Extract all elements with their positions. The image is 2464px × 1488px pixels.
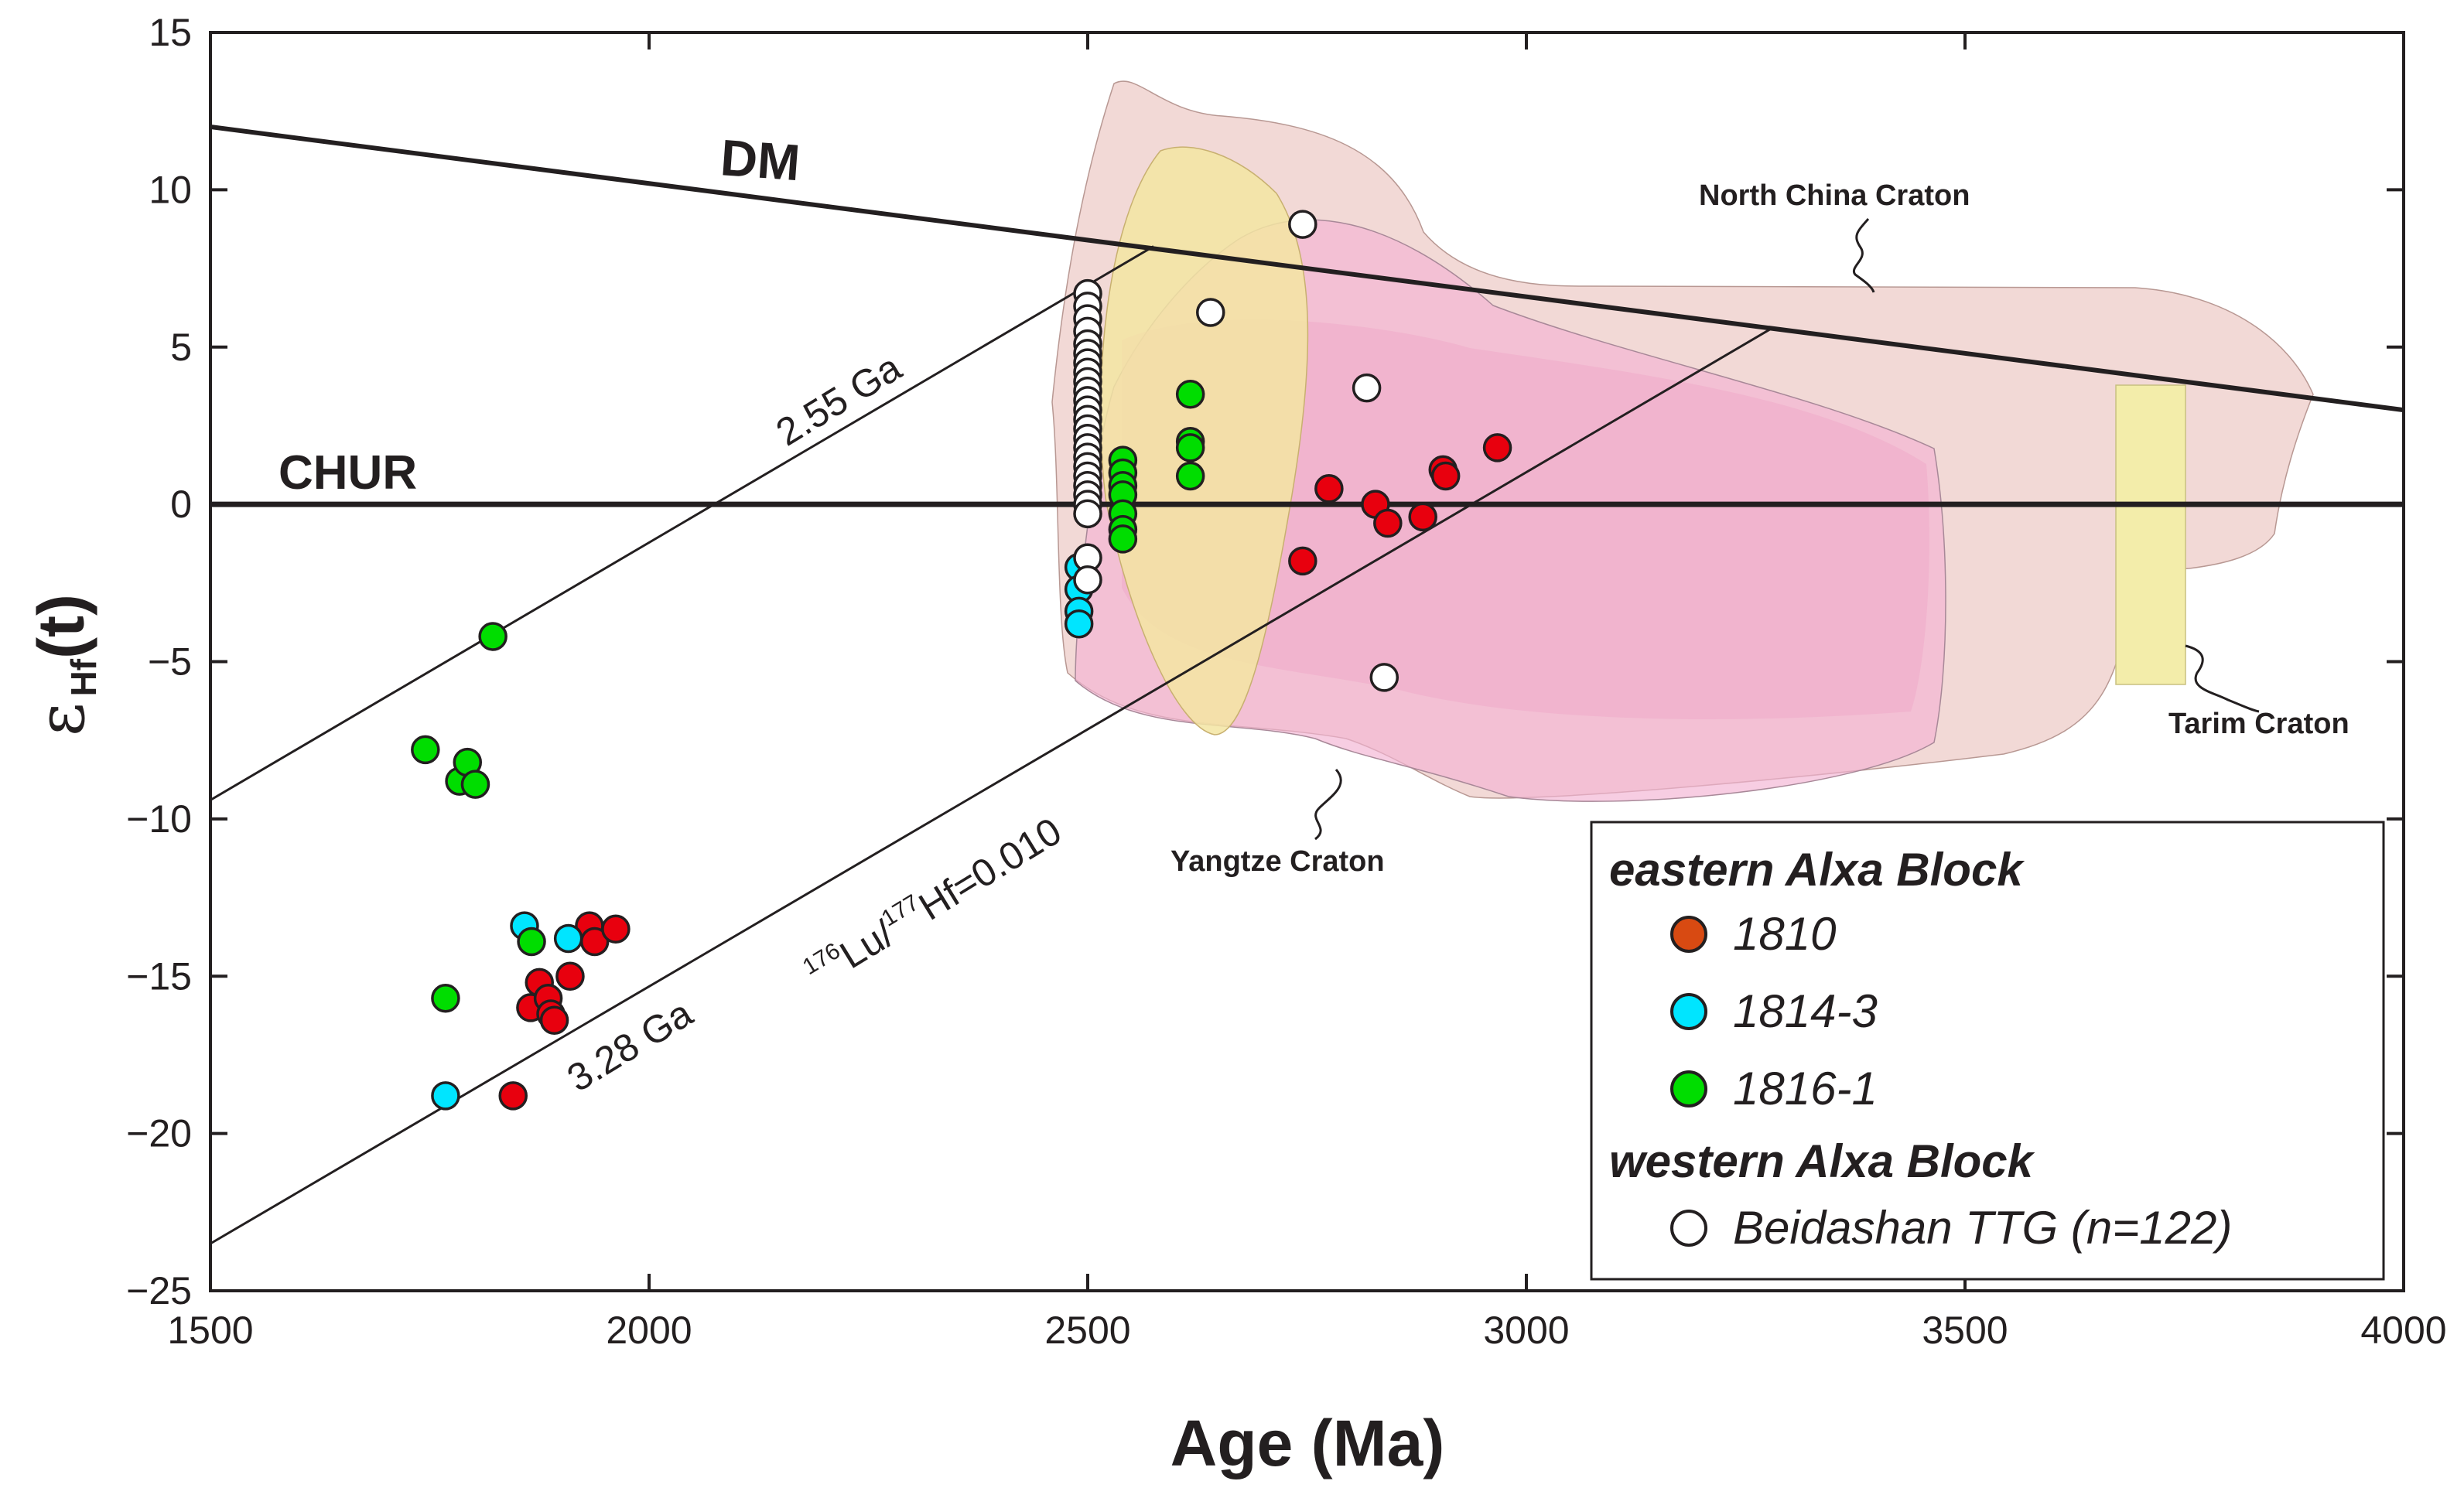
- point-1816-1-13: [1108, 524, 1138, 554]
- point-1816-1-4: [460, 770, 490, 799]
- point-1810-10: [1288, 546, 1317, 576]
- point-1810-16: [1430, 461, 1461, 491]
- y-tick-label: −10: [126, 797, 192, 841]
- point-beidashan-26: [1073, 499, 1102, 529]
- point-1810-11: [1314, 474, 1344, 503]
- y-tick-label: −5: [148, 640, 192, 684]
- y-axis-title-symbol: ε: [23, 702, 99, 736]
- slope-label: 176Lu/177Hf=0.010: [798, 807, 1069, 998]
- x-axis-ticks: 1500 2000 2500 3000 3500 4000: [167, 32, 2447, 1352]
- legend-box: [1590, 821, 2385, 1281]
- point-1810-17: [1482, 433, 1512, 462]
- x-tick-label: 1500: [167, 1309, 253, 1352]
- point-1810-14: [1408, 502, 1437, 532]
- x-tick-label: 4000: [2360, 1309, 2446, 1352]
- legend-item-beidashan: Beidashan TTG (n=122): [1733, 1202, 2232, 1254]
- legend-group-western: western Alxa Block: [1609, 1135, 2035, 1187]
- point-1816-1-5: [478, 622, 507, 651]
- point-1810-6: [555, 961, 585, 991]
- point-1814-3-6: [1064, 609, 1094, 639]
- legend-marker-1816-1: [1670, 1070, 1707, 1107]
- point-beidashan-1: [1196, 298, 1225, 327]
- evolution-label-2-55: 2.55 Ga: [768, 346, 908, 455]
- dm-label: DM: [719, 128, 802, 191]
- legend-marker-1810: [1670, 916, 1707, 953]
- point-1816-1-14: [1175, 380, 1205, 409]
- yangtze-craton-label: Yangtze Craton: [1170, 845, 1385, 878]
- data-points: [411, 210, 1512, 1111]
- y-tick-label: 0: [170, 483, 192, 526]
- legend-item-1814-3: 1814-3: [1733, 985, 1878, 1037]
- tarim-craton-label: Tarim Craton: [2168, 708, 2350, 740]
- slope-label-t2: Hf=0.010: [911, 809, 1068, 929]
- y-tick-label: 5: [170, 326, 192, 369]
- point-beidashan-2: [1352, 373, 1382, 403]
- point-1814-3-2: [553, 923, 583, 954]
- x-tick-label: 3000: [1483, 1309, 1569, 1352]
- y-tick-label: −25: [126, 1269, 192, 1312]
- y-axis-title-tail: (t): [25, 594, 97, 659]
- x-axis-title: Age (Ma): [1170, 1407, 1445, 1479]
- point-1816-1-0: [411, 735, 440, 765]
- reference-lines: [210, 125, 2404, 1245]
- x-tick-label: 3500: [1922, 1309, 2008, 1352]
- dm-line: [210, 125, 2404, 413]
- legend-marker-1814-3: [1670, 993, 1707, 1030]
- y-axis-ticks: 15 10 5 0 −5 −10 −15 −20 −25: [126, 11, 2404, 1312]
- tarim-craton-field: [2115, 384, 2186, 685]
- point-1816-1-17: [1175, 461, 1205, 491]
- craton-fields: [1051, 80, 2314, 802]
- tarim-leader: [2185, 644, 2260, 713]
- legend-marker-beidashan: [1670, 1210, 1707, 1247]
- point-1814-3-0: [431, 1081, 460, 1111]
- yangtze-craton-inner-field: [1122, 319, 1929, 719]
- x-tick-label: 2500: [1044, 1309, 1130, 1352]
- point-1816-1-16: [1175, 433, 1205, 462]
- point-1810-0: [498, 1081, 528, 1111]
- evolution-label-3-28: 3.28 Ga: [559, 991, 699, 1101]
- point-beidashan-3: [1369, 663, 1399, 692]
- legend-group-eastern: eastern Alxa Block: [1609, 844, 2025, 896]
- legend-item-1816-1: 1816-1: [1733, 1063, 1878, 1114]
- evolution-line-0: [210, 245, 1154, 801]
- point-1810-13: [1373, 508, 1403, 538]
- y-tick-label: −15: [126, 954, 192, 998]
- chur-label: CHUR: [279, 446, 417, 500]
- point-1816-1-1: [431, 983, 460, 1013]
- evolution-line-1: [210, 327, 1773, 1245]
- north-china-leader: [1852, 218, 1875, 293]
- legend-item-1810: 1810: [1733, 908, 1836, 960]
- x-tick-label: 2000: [606, 1309, 692, 1352]
- y-axis-title: ε Hf(t): [23, 594, 104, 736]
- point-beidashan-0: [1288, 210, 1317, 239]
- point-1816-1-6: [517, 927, 546, 957]
- y-tick-label: 15: [149, 11, 192, 54]
- legend: eastern Alxa Block 1810 1814-3 1816-1 we…: [1590, 821, 2385, 1281]
- y-tick-label: −20: [126, 1112, 192, 1155]
- y-tick-label: 10: [149, 168, 192, 211]
- point-1810-9: [601, 914, 631, 944]
- point-1810-5: [539, 1005, 569, 1035]
- yangtze-leader: [1314, 768, 1342, 841]
- y-axis-title-sub: Hf: [63, 658, 104, 696]
- point-beidashan-28: [1073, 565, 1102, 595]
- north-china-craton-label: North China Craton: [1699, 179, 1970, 212]
